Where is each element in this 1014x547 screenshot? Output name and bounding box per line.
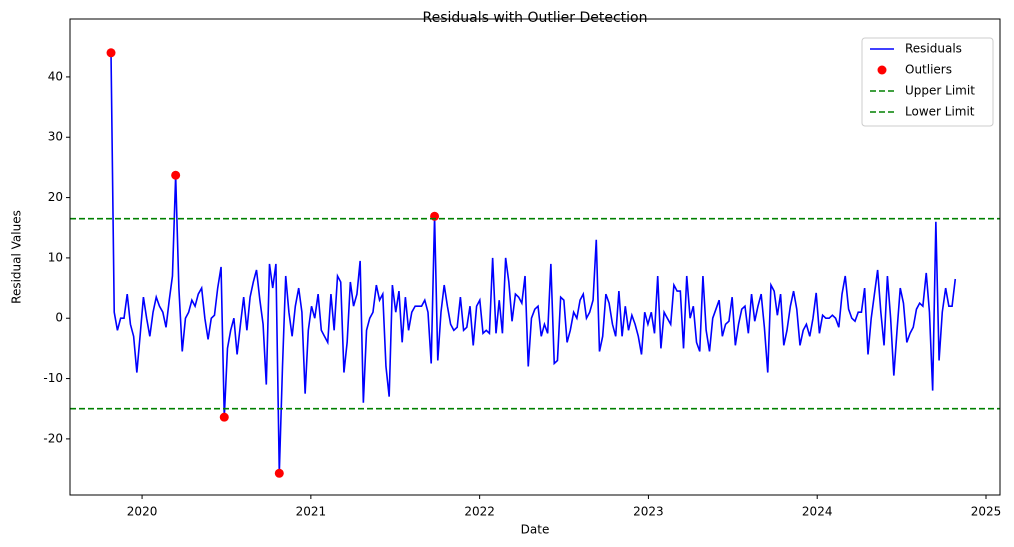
legend-label: Outliers bbox=[905, 63, 952, 77]
x-tick-label: 2024 bbox=[802, 505, 833, 519]
x-axis-label: Date bbox=[521, 523, 550, 537]
outlier-point bbox=[106, 48, 116, 58]
legend-box bbox=[861, 37, 994, 127]
y-tick-label: 40 bbox=[48, 69, 63, 83]
y-tick-label: -10 bbox=[43, 371, 63, 385]
outlier-point bbox=[171, 170, 181, 180]
outlier-point bbox=[219, 412, 229, 422]
y-axis-label: Residual Values bbox=[10, 210, 24, 304]
x-tick-label: 2020 bbox=[127, 505, 158, 519]
y-tick-label: 30 bbox=[48, 130, 63, 144]
legend-label: Upper Limit bbox=[905, 84, 975, 98]
chart-title: Residuals with Outlier Detection bbox=[422, 10, 647, 26]
legend-marker bbox=[877, 65, 887, 75]
x-tick-label: 2023 bbox=[633, 505, 664, 519]
x-tick-label: 2022 bbox=[464, 505, 495, 519]
plot-frame bbox=[69, 18, 1001, 496]
y-tick-label: 20 bbox=[48, 190, 63, 204]
outlier-point bbox=[274, 468, 284, 478]
legend-label: Residuals bbox=[905, 42, 962, 56]
residual-line bbox=[110, 52, 957, 474]
y-tick-label: 10 bbox=[48, 250, 63, 264]
y-tick-label: 0 bbox=[55, 311, 63, 325]
legend-label: Lower Limit bbox=[905, 105, 975, 119]
x-tick-label: 2021 bbox=[296, 505, 327, 519]
x-tick-label: 2025 bbox=[971, 505, 1002, 519]
y-tick-label: -20 bbox=[43, 431, 63, 445]
